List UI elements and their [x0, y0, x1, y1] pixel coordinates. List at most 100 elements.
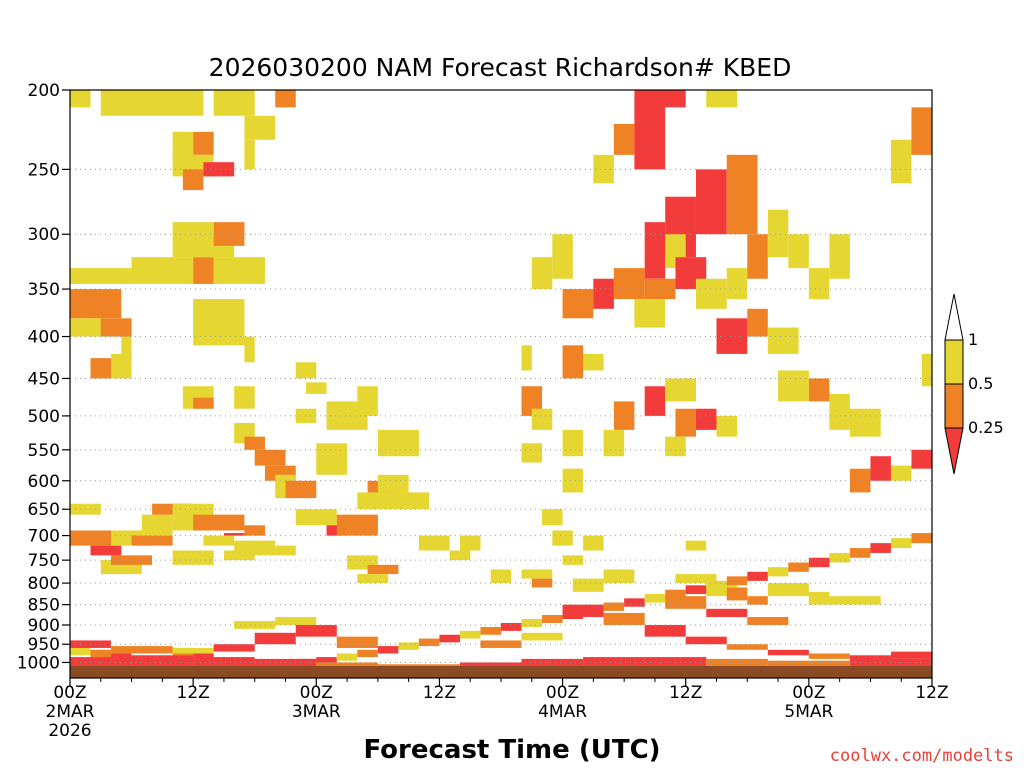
ri-band-0	[70, 657, 132, 666]
ri-cell-10	[70, 268, 132, 284]
chart-title: 2026030200 NAM Forecast Richardson# KBED	[209, 53, 792, 82]
ri-cell-5	[193, 131, 214, 155]
ri-cell-155	[716, 415, 738, 437]
ri-cell-69	[418, 535, 450, 551]
ri-cell-98	[552, 530, 573, 546]
ri-band-34	[706, 608, 748, 617]
ri-cell-73	[521, 569, 553, 579]
ri-cell-19	[70, 318, 101, 337]
ri-band-8	[583, 657, 645, 666]
ri-cell-1	[213, 90, 255, 116]
ri-cell-99	[583, 535, 604, 551]
ri-band-24	[726, 644, 768, 650]
ri-cell-230	[911, 533, 932, 544]
x-tick-label-36-0: 12Z	[423, 683, 456, 703]
ri-cell-72	[521, 443, 543, 463]
ri-cell-68	[223, 550, 255, 561]
y-tick-label-500: 500	[28, 407, 60, 427]
ri-cell-71	[449, 550, 471, 561]
ri-cell-17	[70, 289, 122, 319]
ri-band-23	[685, 636, 727, 645]
ri-cell-4	[172, 131, 194, 163]
ri-cell-206	[418, 638, 440, 647]
ri-cell-20	[121, 336, 132, 363]
y-tick-label-350: 350	[28, 280, 60, 300]
ri-band-9	[644, 657, 707, 666]
ri-cell-225	[808, 557, 830, 568]
y-tick-label-650: 650	[28, 500, 60, 520]
ri-cell-226	[829, 552, 850, 563]
ri-band-28	[890, 651, 932, 659]
ri-cell-29	[244, 436, 265, 450]
ri-cell-8	[182, 169, 204, 191]
ri-cell-138	[911, 449, 932, 469]
ground-band	[70, 666, 932, 678]
ri-cell-11	[131, 257, 194, 284]
ri-cell-110	[726, 154, 758, 235]
y-axis: 200 250 300 350 400 450 500 550 600 650 700 750 8008…	[17, 81, 70, 673]
ri-band-20	[562, 604, 604, 617]
ri-cell-79	[675, 574, 717, 584]
ri-band-5	[377, 664, 460, 666]
y-tick-label-750: 750	[28, 551, 60, 571]
x-tick-label-24-1: 3MAR	[292, 702, 341, 722]
y-tick-label-950: 950	[28, 635, 60, 655]
ri-band-19	[336, 636, 378, 648]
ri-cell-151	[665, 378, 696, 402]
ri-cell-106	[613, 268, 645, 300]
ri-cell-74	[531, 578, 553, 588]
plot-cells	[70, 90, 932, 666]
ri-cell-224	[788, 562, 809, 572]
ri-cell-131	[778, 370, 809, 402]
ri-cell-125	[788, 234, 809, 269]
ri-cell-16	[172, 222, 214, 258]
ri-cell-113	[634, 299, 666, 328]
y-tick-label-850: 850	[28, 596, 60, 616]
legend-bin-high	[944, 339, 964, 385]
x-tick-label-24-0: 00Z	[300, 683, 333, 703]
ri-cell-208	[459, 630, 481, 639]
ri-band-4	[316, 662, 378, 666]
ri-cell-101	[583, 353, 604, 371]
ri-cell-12	[193, 257, 214, 284]
ri-band-26	[808, 653, 850, 659]
ri-cell-82	[726, 587, 748, 601]
ri-cell-115	[613, 123, 635, 155]
ri-cell-77	[572, 578, 604, 592]
ri-cell-223	[767, 567, 789, 577]
ri-cell-85	[808, 591, 830, 605]
ri-band-22	[644, 624, 686, 637]
ri-cell-109	[695, 169, 727, 235]
legend-bottom-arrow	[944, 427, 964, 475]
ri-cell-60	[223, 533, 245, 536]
ri-cell-229	[890, 538, 912, 549]
y-tick-label-600: 600	[28, 472, 60, 492]
ri-band-29	[521, 632, 563, 641]
legend-label-1: 1	[968, 330, 978, 349]
ri-cell-75	[490, 569, 512, 584]
ri-cell-221	[726, 576, 748, 586]
ri-cell-121	[695, 278, 727, 309]
ri-band-10	[706, 658, 768, 666]
y-tick-label-450: 450	[28, 369, 60, 389]
ri-cell-124	[767, 209, 789, 258]
y-tick-label-800: 800	[28, 574, 60, 594]
ri-cell-44	[295, 408, 317, 423]
ri-band-35	[747, 616, 789, 625]
legend-bin-mid	[944, 383, 964, 429]
ri-cell-95	[613, 401, 635, 430]
ri-cell-122	[726, 268, 748, 300]
ri-cell-80	[685, 540, 707, 551]
ri-cell-67	[172, 550, 214, 565]
ri-cell-210	[501, 623, 522, 631]
ri-cell-150	[644, 386, 666, 416]
ri-cell-191	[90, 649, 112, 658]
ri-cell-23	[90, 358, 112, 379]
ri-cell-84	[767, 583, 809, 597]
y-tick-label-550: 550	[28, 441, 60, 461]
ri-cell-152	[675, 408, 696, 437]
ri-cell-33	[285, 480, 317, 499]
ri-cell-192	[111, 653, 132, 661]
ri-cell-102	[552, 234, 573, 279]
